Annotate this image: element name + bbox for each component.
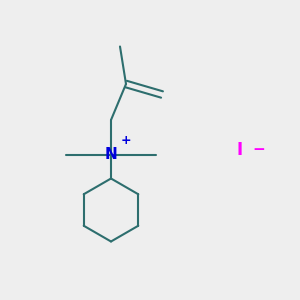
Text: N: N bbox=[105, 147, 117, 162]
Text: I: I bbox=[237, 141, 243, 159]
Text: +: + bbox=[121, 134, 131, 148]
Text: −: − bbox=[252, 142, 265, 158]
